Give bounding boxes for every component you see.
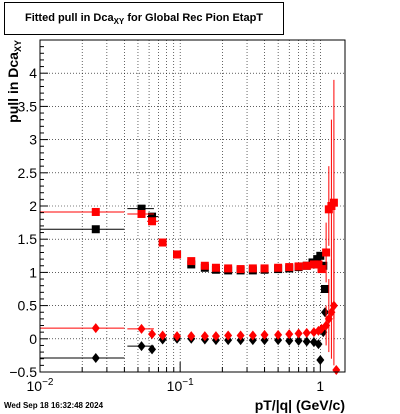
data-point-square: [316, 251, 325, 260]
data-point-square: [200, 261, 209, 270]
x-tick-label: 10−1: [167, 377, 194, 394]
data-point-diamond: [260, 335, 269, 346]
x-tick-label: 10−2: [27, 377, 54, 394]
data-point-square: [274, 263, 283, 272]
data-point-diamond: [91, 323, 100, 334]
data-point-square: [173, 250, 182, 259]
data-point-diamond: [314, 339, 323, 350]
chart-title: Fitted pull in DcaXY for Global Rec Pion…: [24, 12, 264, 26]
data-point-square: [285, 263, 294, 272]
y-tick-label: 2: [29, 198, 37, 214]
data-point-diamond: [187, 331, 196, 342]
data-point-square: [248, 264, 257, 273]
grid-lines: [39, 40, 345, 373]
y-tick-label: 3: [29, 132, 37, 148]
data-point-diamond: [148, 344, 157, 355]
y-tick-label: 1.5: [18, 231, 38, 247]
data-point-diamond: [332, 365, 341, 376]
data-point-diamond: [200, 331, 209, 342]
data-point-diamond: [158, 330, 167, 341]
data-point-square: [329, 198, 338, 207]
data-point-square: [302, 261, 311, 270]
y-tick-label: −0.5: [9, 364, 37, 380]
data-point-diamond: [329, 300, 338, 311]
data-point-square: [294, 262, 303, 271]
data-point-diamond: [137, 323, 146, 334]
data-point-square: [317, 265, 326, 274]
data-point-square: [91, 225, 100, 234]
data-point-square: [91, 207, 100, 216]
x-tick-label: 1: [316, 378, 324, 394]
data-point-diamond: [236, 330, 245, 341]
y-axis-title: pull in DcaXY: [5, 40, 23, 123]
chart-title-box: Fitted pull in DcaXY for Global Rec Pion…: [4, 2, 284, 35]
data-point-diamond: [148, 329, 157, 340]
data-point-square: [314, 260, 323, 269]
data-point-diamond: [274, 335, 283, 346]
data-point-diamond: [322, 320, 331, 331]
data-point-diamond: [285, 335, 294, 346]
data-point-square: [236, 265, 245, 274]
data-point-square: [224, 264, 233, 273]
data-point-square: [321, 285, 330, 293]
data-point-diamond: [294, 335, 303, 346]
y-tick-label: 1: [29, 264, 37, 280]
data-point-diamond: [302, 336, 311, 347]
data-point-square: [148, 212, 157, 221]
data-point-diamond: [224, 330, 233, 341]
data-point-square: [137, 209, 146, 218]
y-tick-label: 4: [29, 65, 37, 81]
y-tick-label: 0: [29, 331, 37, 347]
y-tick-label: 3.5: [18, 98, 38, 114]
data-point-square: [260, 264, 269, 273]
data-point-diamond: [285, 329, 294, 340]
data-point-diamond: [294, 328, 303, 339]
data-series: [40, 79, 341, 376]
data-point-square: [322, 248, 331, 257]
data-point-square: [211, 263, 220, 272]
plot-frame: [39, 39, 346, 373]
timestamp: Wed Sep 18 16:32:48 2024: [4, 401, 104, 410]
data-point-square: [137, 204, 146, 213]
data-point-square: [309, 260, 318, 269]
data-point-diamond: [91, 353, 100, 364]
data-point-diamond: [321, 307, 330, 318]
axes: −0.5 0 0.5 1 1.5 2 2.5 3 3.5 4 10−2 10−1 1 pT/|q| (Ge…: [5, 39, 346, 413]
data-point-square: [158, 238, 167, 247]
data-point-square: [148, 217, 157, 226]
data-point-diamond: [173, 331, 182, 342]
x-axis-title: pT/|q| (GeV/c): [255, 397, 345, 413]
data-point-diamond: [260, 329, 269, 340]
y-tick-label: 2.5: [18, 165, 38, 181]
data-point-diamond: [302, 327, 311, 338]
data-point-diamond: [316, 355, 325, 366]
data-point-diamond: [274, 329, 283, 340]
data-point-diamond: [248, 330, 257, 341]
data-point-diamond: [137, 341, 146, 352]
data-point-diamond: [211, 331, 220, 342]
data-point-square: [187, 257, 196, 266]
y-tick-label: 0.5: [18, 298, 38, 314]
